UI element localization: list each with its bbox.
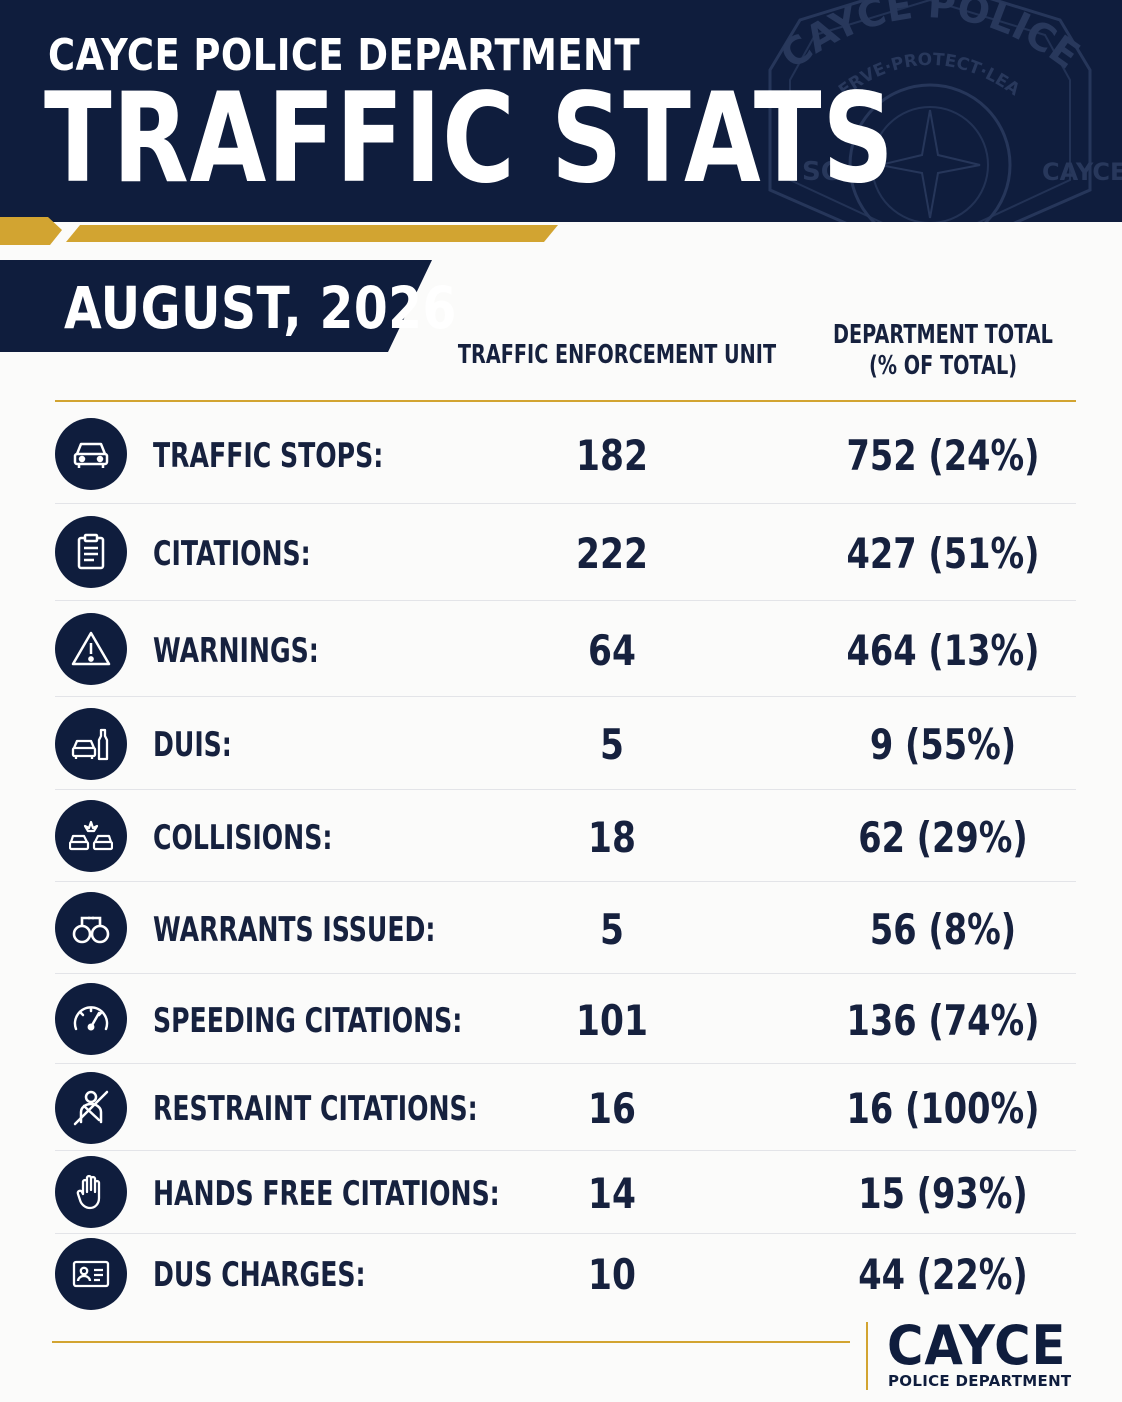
table-row: WARRANTS ISSUED: 5 56 (8%) <box>55 882 1076 974</box>
footer-logo-subtitle: POLICE DEPARTMENT <box>888 1372 1072 1390</box>
warning-triangle-icon <box>55 613 127 685</box>
row-label: HANDS FREE CITATIONS: <box>153 1174 500 1214</box>
table-row: CITATIONS: 222 427 (51%) <box>55 504 1076 601</box>
month-banner <box>0 260 432 352</box>
row-label: CITATIONS: <box>153 534 311 574</box>
row-divider <box>55 881 1076 882</box>
row-divider <box>55 1150 1076 1151</box>
table-row: WARNINGS: 64 464 (13%) <box>55 601 1076 697</box>
department-title: CAYCE POLICE DEPARTMENT <box>48 30 641 81</box>
footer-vertical-divider <box>866 1322 868 1390</box>
header-banner: CAYCE POLICE SERVE·PROTECT·LEAD SC CAYCE… <box>0 0 1122 222</box>
id-card-icon <box>55 1238 127 1310</box>
row-label: DUIS: <box>153 725 232 765</box>
page-title: TRAFFIC STATS <box>44 67 895 211</box>
footer-logo: CAYCE <box>887 1314 1067 1377</box>
footer-divider <box>52 1341 850 1343</box>
table-row: DUS CHARGES: 10 44 (22%) <box>55 1234 1076 1314</box>
car-front-icon <box>55 418 127 490</box>
table-row: TRAFFIC STOPS: 182 752 (24%) <box>55 404 1076 504</box>
row-divider <box>55 600 1076 601</box>
police-badge-icon: CAYCE POLICE SERVE·PROTECT·LEAD SC CAYCE <box>730 0 1122 222</box>
clipboard-icon <box>55 516 127 588</box>
table-row: DUIS: 5 9 (55%) <box>55 697 1076 790</box>
speedometer-icon <box>55 983 127 1055</box>
seatbelt-icon <box>55 1072 127 1144</box>
report-period: AUGUST, 2026 <box>64 274 457 342</box>
column-header-unit: TRAFFIC ENFORCEMENT UNIT <box>457 340 777 370</box>
handcuffs-icon <box>55 892 127 964</box>
row-label: SPEEDING CITATIONS: <box>153 1001 463 1041</box>
badge-right-text: CAYCE <box>1042 158 1122 186</box>
row-divider <box>55 503 1076 504</box>
badge-left-text: SC <box>802 157 840 187</box>
column-header-total-line1: DEPARTMENT TOTAL <box>833 320 1053 350</box>
collision-icon <box>55 800 127 872</box>
gold-stripes <box>0 217 558 352</box>
car-bottle-icon <box>55 708 127 780</box>
column-header-total: DEPARTMENT TOTAL (% OF TOTAL) <box>833 320 1053 382</box>
column-header-total-line2: (% OF TOTAL) <box>868 351 1018 382</box>
table-row: RESTRAINT CITATIONS: 16 16 (100%) <box>55 1064 1076 1151</box>
row-divider <box>55 1233 1076 1234</box>
table-row: SPEEDING CITATIONS: 101 136 (74%) <box>55 974 1076 1064</box>
row-divider <box>55 789 1076 790</box>
row-label: DUS CHARGES: <box>153 1255 366 1295</box>
table-row: COLLISIONS: 18 62 (29%) <box>55 790 1076 882</box>
row-divider <box>55 1063 1076 1064</box>
row-label: COLLISIONS: <box>153 818 333 858</box>
row-divider <box>55 973 1076 974</box>
header-divider <box>55 400 1076 402</box>
row-label: TRAFFIC STOPS: <box>153 436 384 476</box>
row-label: RESTRAINT CITATIONS: <box>153 1089 478 1129</box>
row-label: WARRANTS ISSUED: <box>153 910 436 950</box>
hand-icon <box>55 1156 127 1228</box>
row-divider <box>55 696 1076 697</box>
row-label: WARNINGS: <box>153 631 319 671</box>
table-row: HANDS FREE CITATIONS: 14 15 (93%) <box>55 1151 1076 1234</box>
